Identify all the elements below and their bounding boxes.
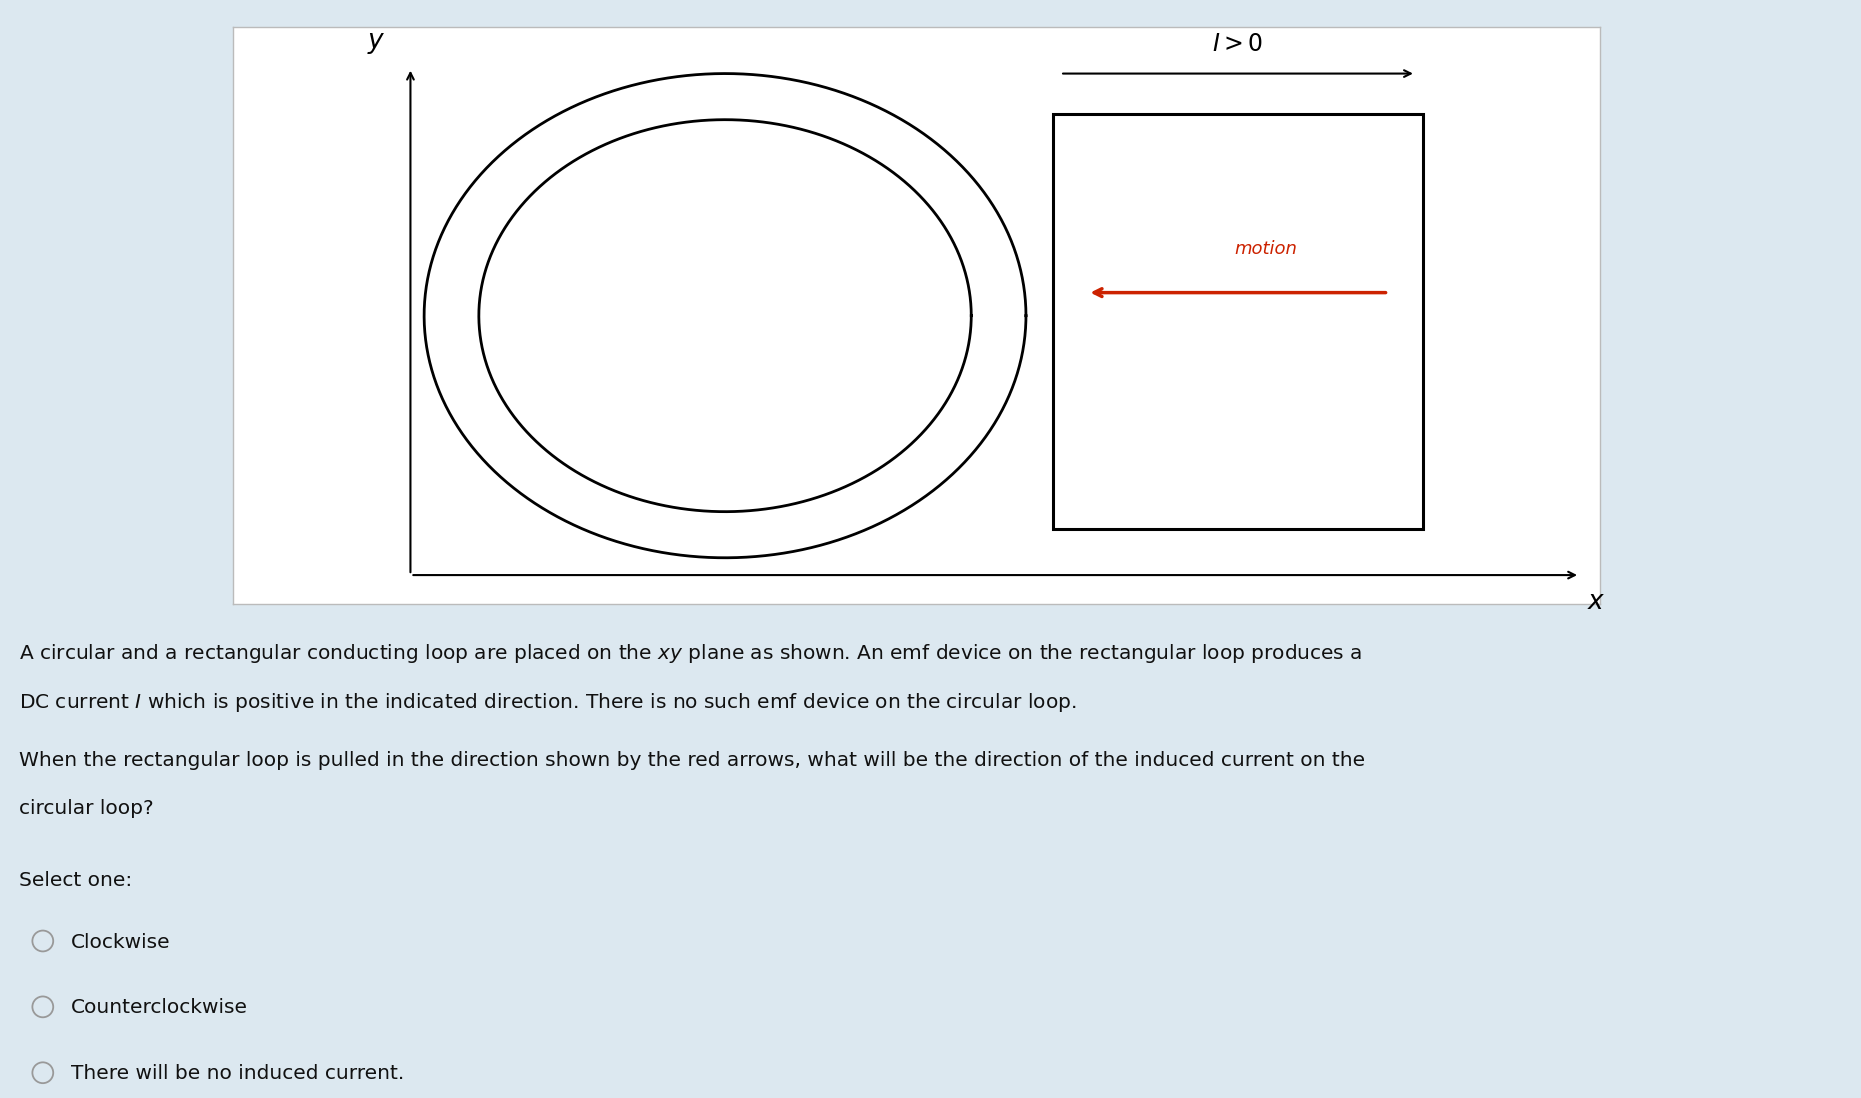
Text: $I > 0$: $I > 0$	[1212, 33, 1264, 56]
Text: A circular and a rectangular conducting loop are placed on the $xy$ plane as sho: A circular and a rectangular conducting …	[19, 642, 1362, 665]
Text: $y$: $y$	[367, 31, 385, 56]
Text: Clockwise: Clockwise	[71, 932, 171, 952]
Text: $x$: $x$	[1587, 590, 1606, 615]
Text: There will be no induced current.: There will be no induced current.	[71, 1064, 404, 1084]
Text: motion: motion	[1234, 240, 1297, 258]
Text: When the rectangular loop is pulled in the direction shown by the red arrows, wh: When the rectangular loop is pulled in t…	[19, 751, 1364, 770]
Text: Counterclockwise: Counterclockwise	[71, 998, 248, 1018]
Text: DC current $I$ which is positive in the indicated direction. There is no such em: DC current $I$ which is positive in the …	[19, 691, 1076, 714]
Text: Select one:: Select one:	[19, 871, 132, 889]
Text: circular loop?: circular loop?	[19, 799, 153, 818]
Bar	[1053, 114, 1422, 529]
